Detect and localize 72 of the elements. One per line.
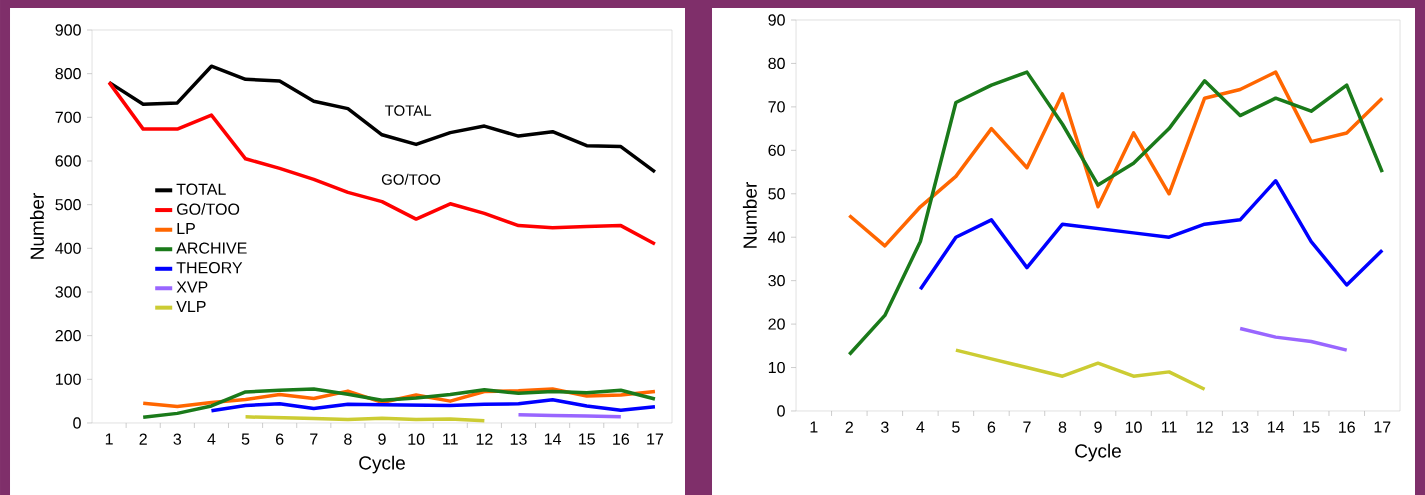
x-tick-label: 2 xyxy=(845,421,853,433)
y-tick-label: 60 xyxy=(768,144,785,156)
x-tick-label: 15 xyxy=(1303,421,1320,433)
x-tick-label: 12 xyxy=(476,433,493,445)
x-tick-label: 13 xyxy=(1232,421,1249,433)
y-tick-label: 400 xyxy=(55,242,81,254)
y-tick-label: 900 xyxy=(55,24,81,36)
x-tick-label: 14 xyxy=(1267,421,1285,433)
x-tick-label: 10 xyxy=(1125,421,1142,433)
x-tick-label: 17 xyxy=(647,433,664,445)
line-series xyxy=(1238,326,1349,352)
legend-label: GO/TOO xyxy=(177,203,240,215)
x-tick-label: 6 xyxy=(276,433,284,445)
x-tick-label: 5 xyxy=(241,433,250,445)
x-tick-label: 5 xyxy=(952,421,960,433)
x-tick-label: 9 xyxy=(1094,421,1102,433)
y-tick-label: 800 xyxy=(55,68,81,80)
legend-label: LP xyxy=(177,223,195,235)
y-axis-title: Number xyxy=(742,182,757,248)
legend-label: ARCHIVE xyxy=(176,242,247,254)
y-tick-label: 50 xyxy=(768,188,785,200)
x-tick-label: 4 xyxy=(207,433,216,445)
x-tick-label: 2 xyxy=(139,433,147,445)
y-tick-label: 0 xyxy=(777,405,785,417)
x-tick-label: 7 xyxy=(1023,421,1031,433)
x-tick-label: 13 xyxy=(510,433,527,445)
legend-label: THEORY xyxy=(176,262,243,274)
line-series xyxy=(141,387,657,420)
y-tick-label: 40 xyxy=(768,231,785,243)
y-tick-label: 70 xyxy=(768,101,785,113)
x-tick-label: 3 xyxy=(173,433,182,445)
x-tick-label: 10 xyxy=(408,433,425,445)
x-tick-label: 1 xyxy=(810,421,818,433)
y-tick-label: 10 xyxy=(768,361,785,374)
x-tick-label: 11 xyxy=(1161,421,1177,433)
y-tick-label: 80 xyxy=(768,57,785,70)
annotation: GO/TOO xyxy=(381,173,441,185)
x-axis-title: Cycle xyxy=(1075,443,1121,462)
y-tick-label: 0 xyxy=(73,417,81,429)
legend-label: VLP xyxy=(176,300,206,312)
x-tick-label: 11 xyxy=(443,433,458,445)
annotation: TOTAL xyxy=(384,105,432,116)
x-tick-label: 12 xyxy=(1196,421,1213,433)
x-tick-label: 3 xyxy=(881,421,889,433)
line-series xyxy=(847,70,1384,357)
y-axis-title: Number xyxy=(29,193,44,259)
x-tick-label: 16 xyxy=(1339,421,1355,433)
x-tick-label: 16 xyxy=(613,433,630,445)
y-tick-label: 300 xyxy=(55,286,81,298)
legend-label: XVP xyxy=(176,281,208,293)
y-tick-label: 200 xyxy=(55,329,81,342)
y-tick-label: 100 xyxy=(56,373,81,385)
y-tick-label: 700 xyxy=(55,111,81,123)
x-tick-label: 8 xyxy=(1058,421,1067,433)
y-tick-label: 20 xyxy=(768,318,785,330)
legend-label: TOTAL xyxy=(176,183,226,195)
x-tick-label: 14 xyxy=(544,433,562,445)
y-tick-label: 30 xyxy=(768,274,785,287)
x-axis-title: Cycle xyxy=(359,455,405,474)
x-tick-label: 17 xyxy=(1374,421,1391,433)
y-tick-label: 90 xyxy=(768,14,785,26)
x-tick-label: 1 xyxy=(105,433,113,445)
x-tick-label: 4 xyxy=(916,421,925,433)
x-tick-label: 8 xyxy=(344,433,352,445)
line-series xyxy=(847,70,1384,248)
line-series xyxy=(954,348,1207,392)
x-tick-label: 7 xyxy=(310,433,318,445)
y-tick-label: 500 xyxy=(55,198,81,211)
x-tick-label: 6 xyxy=(987,421,996,433)
y-tick-label: 600 xyxy=(55,155,81,167)
x-tick-label: 9 xyxy=(378,433,386,445)
x-tick-label: 15 xyxy=(579,433,595,445)
